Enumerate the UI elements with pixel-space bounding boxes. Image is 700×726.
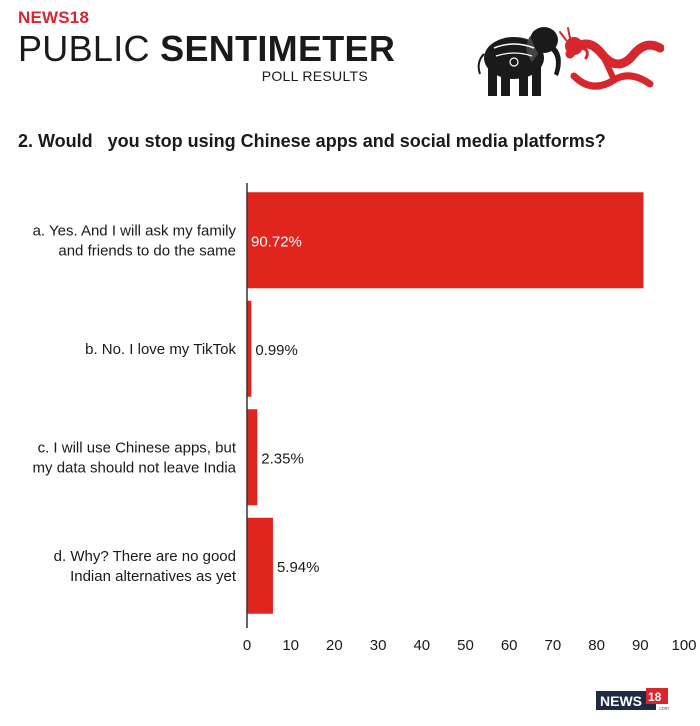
category-label-3: d. Why? There are no good Indian alternat… [54,548,237,585]
title-bold: SENTIMETER [160,28,396,69]
footer-logo-badge: 18 [648,690,662,704]
footer-logo-text: NEWS [600,693,642,709]
category-label-line: my data should not leave India [33,459,237,476]
page-subtitle: POLL RESULTS [261,68,368,84]
x-tick-label-9: 90 [632,637,649,654]
x-tick-label-7: 70 [545,637,562,654]
x-tick-label-4: 40 [413,637,430,654]
x-tick-label-3: 30 [370,637,387,654]
category-label-line: b. No. I love my TikTok [85,341,236,358]
x-axis: 0 10 20 30 40 50 60 70 80 90 100 [243,183,697,654]
bar-3 [247,517,273,614]
header: NEWS18 PUBLIC SENTIMETER POLL RESULTS [18,8,395,84]
footer-logo-badge-background [646,688,668,704]
x-tick-label-5: 50 [457,637,474,654]
footer-logo-suffix: .com [658,706,669,712]
data-label-1: 0.99% [255,342,298,359]
elephant-icon [477,27,561,96]
data-label-3: 5.94% [277,559,320,576]
x-tick-label-8: 80 [588,637,605,654]
footer-logo: NEWS 18 .com [596,688,669,712]
header-illustration [477,27,664,96]
x-tick-label-0: 0 [243,637,251,654]
bars-layer: 90.72% 0.99% 2.35% 5.94% [247,192,644,614]
bar-1 [247,300,252,397]
x-tick-label-6: 60 [501,637,518,654]
category-label-line: c. I will use Chinese apps, but [38,439,237,456]
category-label-line: d. Why? There are no good [54,548,236,565]
brand-logo: NEWS18 [18,8,90,27]
category-label-line: a. Yes. And I will ask my family [33,222,237,239]
x-tick-label-10: 100 [671,637,696,654]
category-label-line: Indian alternatives as yet [70,568,237,585]
category-label-1: b. No. I love my TikTok [85,341,236,358]
data-label-2: 2.35% [261,450,304,467]
bar-0 [247,192,644,289]
category-label-line: and friends to do the same [58,242,236,259]
page-title: PUBLIC SENTIMETER [18,28,395,69]
category-label-2: c. I will use Chinese apps, but my data s… [33,439,237,476]
x-tick-label-2: 20 [326,637,343,654]
category-labels-layer: a. Yes. And I will ask my family and frie… [33,222,237,585]
poll-question: 2. Would you stop using Chinese apps and… [18,131,606,151]
bar-2 [247,409,258,506]
category-label-0: a. Yes. And I will ask my family and frie… [33,222,237,259]
title-light: PUBLIC [18,28,161,69]
x-tick-label-1: 10 [282,637,299,654]
footer-logo-background [596,691,656,710]
dragon-icon [559,27,664,90]
data-label-0: 90.72% [251,233,302,250]
